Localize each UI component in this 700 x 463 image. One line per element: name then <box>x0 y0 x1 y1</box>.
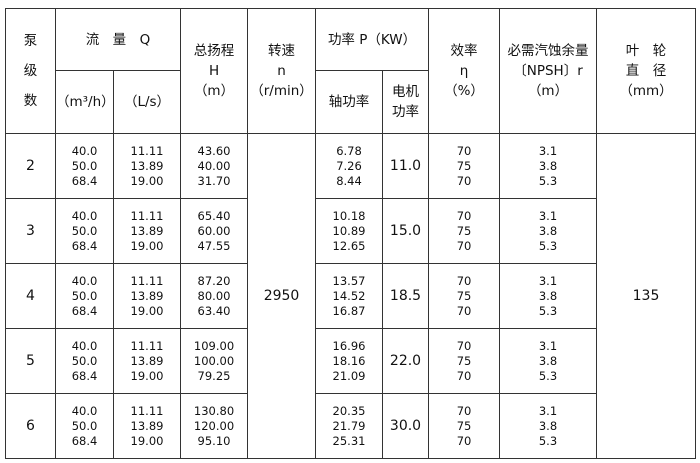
flow-ls-cell: 11.11 13.89 19.00 <box>112 263 182 329</box>
header-line: 直 径 <box>625 63 667 79</box>
pump-performance-table: 泵级数 流 量 Q 总扬程 H （m） 转速 n （r/min） 功率 P（KW） 效率… <box>5 8 697 459</box>
flow-ls-cell: 11.11 13.89 19.00 <box>112 133 182 199</box>
impeller-cell: 135 <box>596 133 697 459</box>
shaft-power-cell: 6.78 7.26 8.44 <box>315 133 384 199</box>
motor-power-cell: 11.0 <box>382 133 430 199</box>
efficiency-cell: 70 75 70 <box>428 263 501 329</box>
speed-cell: 2950 <box>247 133 317 459</box>
table-row: 5 40.0 50.0 68.4 11.11 13.89 19.00 109.00 100.00… <box>5 328 696 394</box>
head-cell: 87.20 80.00 63.40 <box>180 263 249 329</box>
stage-cell: 3 <box>5 198 56 264</box>
header-line: H <box>208 63 220 79</box>
header-line: 〔NPSH〕r <box>513 63 583 79</box>
header-speed: 转速 n （r/min） <box>247 8 317 134</box>
head-cell: 65.40 60.00 47.55 <box>180 198 249 264</box>
stage-cell: 5 <box>5 328 56 394</box>
npsh-cell: 3.1 3.8 5.3 <box>499 393 598 459</box>
header-line: 效率 <box>450 43 478 59</box>
efficiency-cell: 70 75 70 <box>428 198 501 264</box>
header-npsh: 必需汽蚀余量 〔NPSH〕r （m） <box>499 8 598 134</box>
header-line: 叶 轮 <box>625 43 667 59</box>
shaft-power-cell: 20.35 21.79 25.31 <box>315 393 384 459</box>
stage-cell: 6 <box>5 393 56 459</box>
header-line: （%） <box>444 83 484 99</box>
shaft-power-cell: 13.57 14.52 16.87 <box>315 263 384 329</box>
header-line: 必需汽蚀余量 <box>507 43 589 59</box>
head-cell: 43.60 40.00 31.70 <box>180 133 249 199</box>
header-head: 总扬程 H （m） <box>180 8 249 134</box>
header-shaft-power: 轴功率 <box>315 70 384 134</box>
header-line: 功率 <box>392 104 420 120</box>
efficiency-cell: 70 75 70 <box>428 133 501 199</box>
header-line: （mm） <box>619 83 673 99</box>
table-row: 2 40.0 50.0 68.4 11.11 13.89 19.00 43.60 40.00 31… <box>5 133 697 459</box>
table-row: 4 40.0 50.0 68.4 11.11 13.89 19.00 87.20 80.00 63… <box>5 263 696 329</box>
npsh-cell: 3.1 3.8 5.3 <box>499 198 598 264</box>
flow-m3h-cell: 40.0 50.0 68.4 <box>55 263 114 329</box>
stage-cell: 4 <box>5 263 56 329</box>
header-flow-m3h: （m³/h） <box>55 70 115 134</box>
header-stage: 泵级数 <box>5 8 56 134</box>
flow-m3h-cell: 40.0 50.0 68.4 <box>55 133 114 199</box>
efficiency-cell: 70 75 70 <box>428 328 501 394</box>
head-cell: 130.80 120.00 95.10 <box>180 393 249 459</box>
header-line: n <box>277 63 286 79</box>
npsh-cell: 3.1 3.8 5.3 <box>499 328 598 394</box>
header-line: （m） <box>527 83 569 99</box>
header-line: η <box>459 63 469 79</box>
header-impeller: 叶 轮直 径 （mm） <box>596 8 697 134</box>
header-motor-power: 电机 功率 <box>382 70 430 134</box>
header-flow-ls: （L/s） <box>112 70 182 134</box>
header-power: 功率 P（KW） <box>315 8 430 71</box>
npsh-cell: 3.1 3.8 5.3 <box>499 133 598 199</box>
header-line: 总扬程 <box>193 43 235 59</box>
efficiency-cell: 70 75 70 <box>428 393 501 459</box>
table-row: 6 40.0 50.0 68.4 11.11 13.89 19.00 130.80 120.00… <box>5 393 696 459</box>
flow-m3h-cell: 40.0 50.0 68.4 <box>55 328 114 394</box>
header-efficiency: 效率 η （%） <box>428 8 501 134</box>
header-line: （r/min） <box>250 83 313 99</box>
flow-m3h-cell: 40.0 50.0 68.4 <box>55 198 114 264</box>
header-line: 转速 <box>268 43 296 59</box>
header-line: （m） <box>193 83 235 99</box>
header-line: 电机 <box>392 84 420 100</box>
table-row: 3 40.0 50.0 68.4 11.11 13.89 19.00 65.40 60.00 47… <box>5 198 696 264</box>
flow-m3h-cell: 40.0 50.0 68.4 <box>55 393 114 459</box>
flow-ls-cell: 11.11 13.89 19.00 <box>112 328 182 394</box>
head-cell: 109.00 100.00 79.25 <box>180 328 249 394</box>
shaft-power-cell: 16.96 18.16 21.09 <box>315 328 384 394</box>
header-flow: 流 量 Q <box>54 8 182 71</box>
flow-ls-cell: 11.11 13.89 19.00 <box>112 198 182 264</box>
shaft-power-cell: 10.18 10.89 12.65 <box>315 198 384 264</box>
motor-power-cell: 15.0 <box>382 198 430 264</box>
motor-power-cell: 22.0 <box>382 328 430 394</box>
motor-power-cell: 18.5 <box>382 263 430 329</box>
motor-power-cell: 30.0 <box>382 393 430 459</box>
npsh-cell: 3.1 3.8 5.3 <box>499 263 598 329</box>
stage-cell: 2 <box>5 133 56 199</box>
flow-ls-cell: 11.11 13.89 19.00 <box>112 393 182 459</box>
